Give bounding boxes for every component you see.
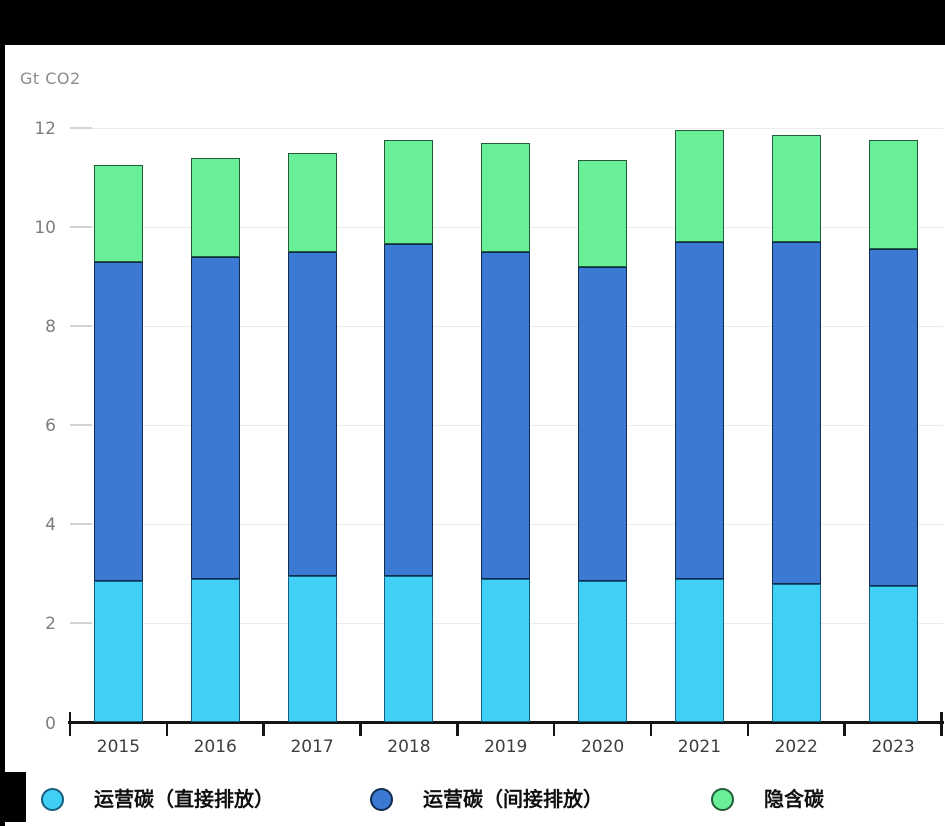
bar-segment-2021-direct-operational[interactable]	[674, 578, 724, 723]
legend-item-indirect-operational-carbon[interactable]: 运营碳（间接排放）	[370, 786, 603, 812]
legend-swatch-cyan-circle-icon	[41, 787, 64, 811]
bar-segment-2015-embodied[interactable]	[93, 165, 143, 262]
y-axis-tick-10	[70, 226, 92, 229]
x-axis-label-2017: 2017	[290, 737, 334, 757]
y-axis-tick-6	[70, 424, 92, 427]
x-axis-label-2022: 2022	[774, 737, 818, 757]
bar-segment-2023-embodied[interactable]	[868, 140, 918, 250]
legend-label: 运营碳（间接排放）	[423, 787, 603, 811]
gridline-12	[70, 127, 943, 129]
y-axis-label-0: 0	[45, 713, 56, 734]
bar-segment-2020-embodied[interactable]	[578, 160, 628, 267]
bar-segment-2017-indirect-operational[interactable]	[287, 251, 337, 577]
bar-segment-2016-direct-operational[interactable]	[190, 578, 240, 723]
x-axis-tick	[165, 722, 169, 736]
legend-item-embodied-carbon[interactable]: 隐含碳	[711, 786, 824, 812]
y-axis-label-6: 6	[45, 416, 56, 437]
bar-segment-2017-direct-operational[interactable]	[287, 576, 337, 723]
y-axis-label-12: 12	[34, 119, 56, 139]
x-axis-label-2021: 2021	[677, 737, 722, 757]
bar-segment-2016-embodied[interactable]	[190, 157, 240, 257]
bar-segment-2017-embodied[interactable]	[287, 152, 337, 252]
legend-swatch-green-circle-icon	[711, 787, 734, 811]
y-axis-label-4: 4	[45, 515, 56, 536]
y-axis-tick-4	[70, 523, 92, 526]
y-axis-tick-2	[70, 622, 92, 625]
bar-segment-2018-indirect-operational[interactable]	[384, 244, 434, 577]
x-axis-tick	[456, 722, 459, 736]
bar-segment-2018-direct-operational[interactable]	[384, 576, 434, 723]
x-axis-line	[68, 721, 944, 724]
bar-segment-2023-direct-operational[interactable]	[868, 586, 918, 723]
bar-segment-2016-indirect-operational[interactable]	[190, 256, 240, 579]
x-axis-tick	[68, 711, 72, 736]
letterbox-top-bar	[0, 0, 945, 45]
y-axis-unit-label: Gt CO2	[20, 69, 81, 88]
x-axis-tick	[940, 711, 943, 736]
bar-segment-2019-direct-operational[interactable]	[481, 578, 531, 723]
legend-label: 运营碳（直接排放）	[94, 787, 274, 811]
bar-segment-2018-embodied[interactable]	[384, 140, 434, 245]
bar-segment-2021-indirect-operational[interactable]	[674, 241, 724, 579]
x-axis-tick	[843, 722, 846, 736]
legend-swatch-blue-circle-icon	[370, 787, 393, 811]
x-axis-tick	[746, 722, 750, 736]
x-axis-label-2019: 2019	[484, 737, 528, 757]
bar-segment-2015-indirect-operational[interactable]	[93, 261, 143, 582]
legend-label: 隐含碳	[764, 787, 824, 811]
x-axis-label-2016: 2016	[193, 737, 237, 757]
bar-segment-2019-embodied[interactable]	[481, 142, 531, 252]
bar-segment-2020-direct-operational[interactable]	[578, 581, 628, 723]
bar-segment-2021-embodied[interactable]	[674, 130, 724, 242]
x-axis-label-2023: 2023	[871, 737, 915, 757]
x-axis-tick	[649, 722, 653, 736]
y-axis-tick-8	[70, 325, 92, 328]
bar-segment-2022-direct-operational[interactable]	[771, 583, 821, 723]
x-axis-label-2020: 2020	[580, 737, 625, 757]
bar-segment-2020-indirect-operational[interactable]	[578, 266, 628, 582]
x-axis-tick	[359, 722, 362, 736]
y-axis-label-8: 8	[45, 317, 56, 338]
y-axis-label-2: 2	[45, 614, 56, 635]
bar-segment-2023-indirect-operational[interactable]	[868, 249, 918, 587]
y-axis-label-10: 10	[34, 218, 56, 239]
legend-item-direct-operational-carbon[interactable]: 运营碳（直接排放）	[41, 786, 274, 812]
bar-segment-2022-embodied[interactable]	[771, 135, 821, 242]
x-axis-tick	[552, 722, 556, 736]
bar-segment-2022-indirect-operational[interactable]	[771, 241, 821, 584]
x-axis-label-2018: 2018	[387, 737, 431, 757]
x-axis-tick	[262, 722, 265, 736]
bar-segment-2015-direct-operational[interactable]	[93, 581, 143, 723]
bar-segment-2019-indirect-operational[interactable]	[481, 251, 531, 579]
letterbox-left-strip	[0, 45, 5, 826]
letterbox-bottom-left-block	[0, 772, 26, 822]
y-axis-tick-12	[70, 127, 92, 129]
x-axis-label-2015: 2015	[96, 737, 141, 757]
